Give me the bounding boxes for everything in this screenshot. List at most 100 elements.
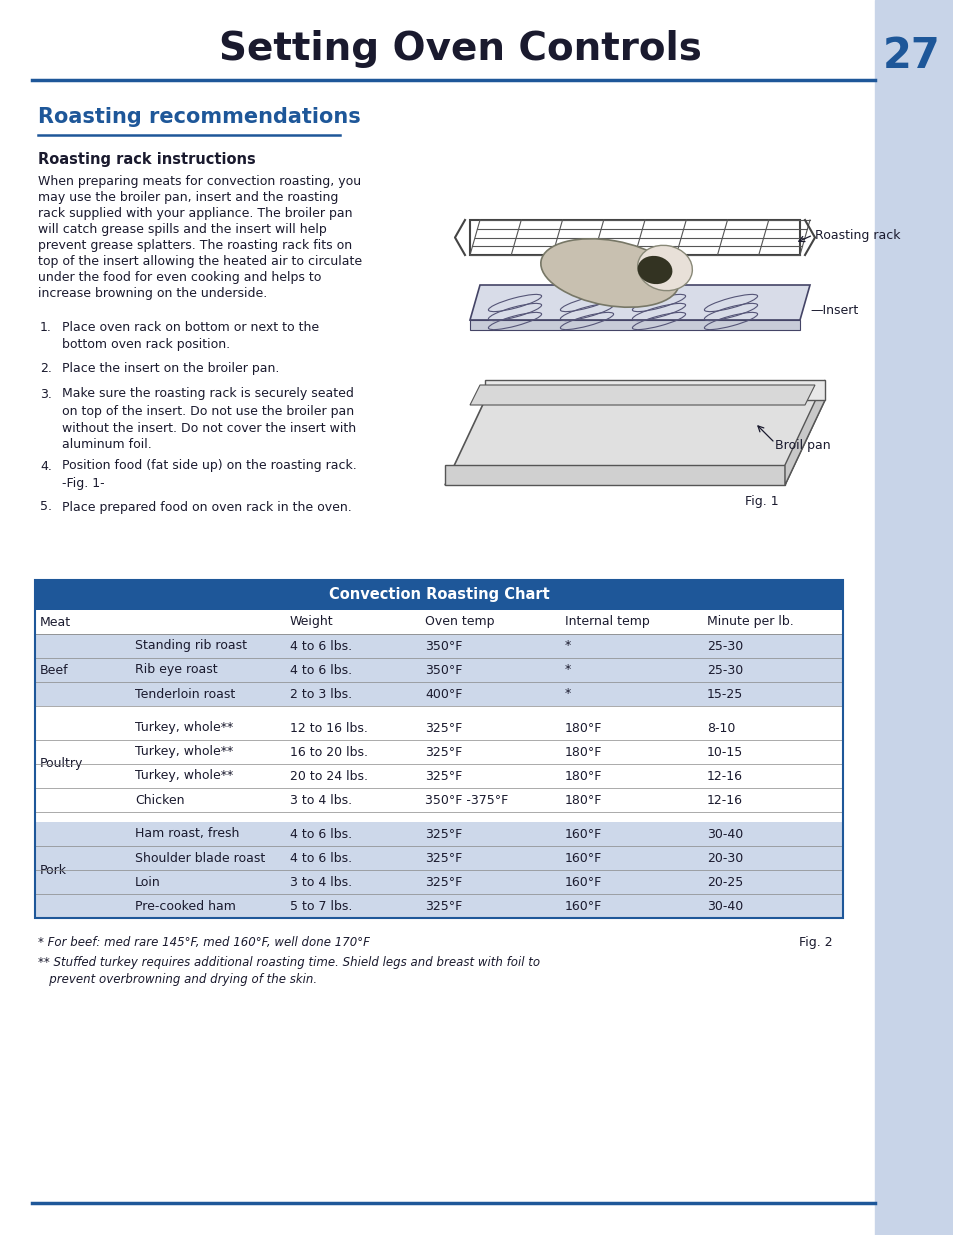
Text: —Insert: —Insert xyxy=(809,304,858,316)
Text: may use the broiler pan, insert and the roasting: may use the broiler pan, insert and the … xyxy=(38,191,338,204)
Polygon shape xyxy=(470,385,814,405)
Bar xyxy=(35,682,842,706)
Text: When preparing meats for convection roasting, you: When preparing meats for convection roas… xyxy=(38,175,361,188)
Text: 4 to 6 lbs.: 4 to 6 lbs. xyxy=(290,851,352,864)
Text: 5 to 7 lbs.: 5 to 7 lbs. xyxy=(290,899,352,913)
Text: Pork: Pork xyxy=(40,863,67,877)
Bar xyxy=(35,869,842,894)
Text: under the food for even cooking and helps to: under the food for even cooking and help… xyxy=(38,270,321,284)
Bar xyxy=(35,846,842,869)
Bar xyxy=(35,823,842,846)
Text: Turkey, whole**: Turkey, whole** xyxy=(135,769,233,783)
Bar xyxy=(35,580,842,610)
Bar xyxy=(35,580,842,918)
Text: 4 to 6 lbs.: 4 to 6 lbs. xyxy=(290,663,352,677)
Text: will catch grease spills and the insert will help: will catch grease spills and the insert … xyxy=(38,224,327,236)
Text: Beef: Beef xyxy=(40,663,69,677)
Text: 4 to 6 lbs.: 4 to 6 lbs. xyxy=(290,640,352,652)
Text: 180°F: 180°F xyxy=(564,746,601,758)
Text: Pre-cooked ham: Pre-cooked ham xyxy=(135,899,235,913)
Text: 350°F: 350°F xyxy=(424,640,462,652)
Text: *: * xyxy=(564,688,571,700)
Bar xyxy=(35,811,842,823)
Text: 350°F: 350°F xyxy=(424,663,462,677)
Text: 10-15: 10-15 xyxy=(706,746,742,758)
Text: 4 to 6 lbs.: 4 to 6 lbs. xyxy=(290,827,352,841)
Text: 20-30: 20-30 xyxy=(706,851,742,864)
Text: *: * xyxy=(564,640,571,652)
Ellipse shape xyxy=(637,256,672,284)
Text: Turkey, whole**: Turkey, whole** xyxy=(135,721,233,735)
Bar xyxy=(874,0,953,1235)
Text: 180°F: 180°F xyxy=(564,769,601,783)
Text: 30-40: 30-40 xyxy=(706,827,742,841)
Bar xyxy=(35,706,842,716)
Text: Standing rib roast: Standing rib roast xyxy=(135,640,247,652)
Ellipse shape xyxy=(540,238,679,308)
Text: 325°F: 325°F xyxy=(424,769,462,783)
Text: top of the insert allowing the heated air to circulate: top of the insert allowing the heated ai… xyxy=(38,254,362,268)
Text: Rib eye roast: Rib eye roast xyxy=(135,663,217,677)
Text: increase browning on the underside.: increase browning on the underside. xyxy=(38,287,267,300)
Text: Fig. 1: Fig. 1 xyxy=(744,495,778,508)
Text: prevent grease splatters. The roasting rack fits on: prevent grease splatters. The roasting r… xyxy=(38,240,352,252)
Text: rack supplied with your appliance. The broiler pan: rack supplied with your appliance. The b… xyxy=(38,207,352,220)
Text: Place oven rack on bottom or next to the
bottom oven rack position.: Place oven rack on bottom or next to the… xyxy=(62,321,319,351)
Text: 8-10: 8-10 xyxy=(706,721,735,735)
Text: 325°F: 325°F xyxy=(424,876,462,888)
Text: 2.: 2. xyxy=(40,362,51,375)
Text: Turkey, whole**: Turkey, whole** xyxy=(135,746,233,758)
Text: 160°F: 160°F xyxy=(564,827,601,841)
Text: Roasting rack: Roasting rack xyxy=(814,228,900,242)
Text: 350°F -375°F: 350°F -375°F xyxy=(424,794,508,806)
Text: Tenderloin roast: Tenderloin roast xyxy=(135,688,235,700)
Text: Ham roast, fresh: Ham roast, fresh xyxy=(135,827,239,841)
Text: 30-40: 30-40 xyxy=(706,899,742,913)
Text: 325°F: 325°F xyxy=(424,721,462,735)
Text: Meat: Meat xyxy=(40,615,71,629)
Bar xyxy=(35,610,842,634)
Polygon shape xyxy=(784,380,824,485)
Bar xyxy=(35,740,842,764)
Text: 20 to 24 lbs.: 20 to 24 lbs. xyxy=(290,769,368,783)
Text: Broil pan: Broil pan xyxy=(774,438,830,452)
Polygon shape xyxy=(484,380,824,400)
Text: Minute per lb.: Minute per lb. xyxy=(706,615,793,629)
Polygon shape xyxy=(470,320,800,330)
Text: 400°F: 400°F xyxy=(424,688,462,700)
Text: 180°F: 180°F xyxy=(564,721,601,735)
Text: 3 to 4 lbs.: 3 to 4 lbs. xyxy=(290,876,352,888)
Text: Oven temp: Oven temp xyxy=(424,615,494,629)
Text: 160°F: 160°F xyxy=(564,876,601,888)
Text: 25-30: 25-30 xyxy=(706,640,742,652)
Text: 20-25: 20-25 xyxy=(706,876,742,888)
Text: 325°F: 325°F xyxy=(424,851,462,864)
Text: Position food (fat side up) on the roasting rack.
-Fig. 1-: Position food (fat side up) on the roast… xyxy=(62,459,356,489)
Text: ** Stuffed turkey requires additional roasting time. Shield legs and breast with: ** Stuffed turkey requires additional ro… xyxy=(38,956,539,969)
Text: Shoulder blade roast: Shoulder blade roast xyxy=(135,851,265,864)
Text: Place the insert on the broiler pan.: Place the insert on the broiler pan. xyxy=(62,362,279,375)
Text: 4.: 4. xyxy=(40,459,51,473)
Text: Place prepared food on oven rack in the oven.: Place prepared food on oven rack in the … xyxy=(62,500,352,514)
Bar xyxy=(35,658,842,682)
Text: Chicken: Chicken xyxy=(135,794,184,806)
Text: Make sure the roasting rack is securely seated
on top of the insert. Do not use : Make sure the roasting rack is securely … xyxy=(62,388,355,452)
Polygon shape xyxy=(444,400,824,485)
Bar xyxy=(35,894,842,918)
Text: 1.: 1. xyxy=(40,321,51,333)
Text: 325°F: 325°F xyxy=(424,827,462,841)
Text: 3 to 4 lbs.: 3 to 4 lbs. xyxy=(290,794,352,806)
Polygon shape xyxy=(470,285,809,320)
Text: 12 to 16 lbs.: 12 to 16 lbs. xyxy=(290,721,368,735)
Bar xyxy=(35,716,842,740)
Text: 2 to 3 lbs.: 2 to 3 lbs. xyxy=(290,688,352,700)
Bar xyxy=(35,764,842,788)
Text: 160°F: 160°F xyxy=(564,899,601,913)
Text: Roasting recommendations: Roasting recommendations xyxy=(38,107,360,127)
Text: 27: 27 xyxy=(882,35,940,77)
Text: Convection Roasting Chart: Convection Roasting Chart xyxy=(328,588,549,603)
Bar xyxy=(35,788,842,811)
Bar xyxy=(35,634,842,658)
Text: 325°F: 325°F xyxy=(424,899,462,913)
Text: 25-30: 25-30 xyxy=(706,663,742,677)
